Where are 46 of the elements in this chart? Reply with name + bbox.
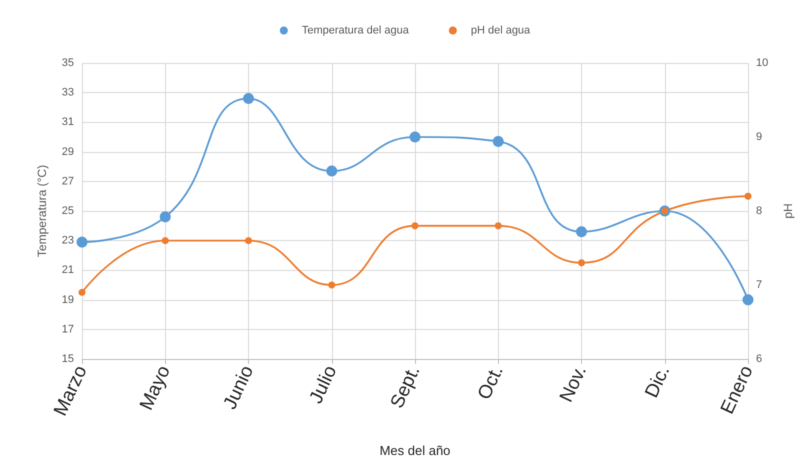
x-tick-label: Mayo — [136, 362, 175, 414]
y-tick-label: 27 — [62, 175, 74, 188]
point — [744, 192, 752, 200]
y-tick-label: 29 — [62, 146, 74, 158]
point — [742, 294, 754, 306]
y-tick-label: 35 — [62, 57, 74, 69]
point — [243, 93, 254, 104]
point — [412, 222, 418, 230]
x-tick-label: Dic. — [641, 362, 674, 402]
point — [494, 222, 502, 230]
y2-tick-label: 8 — [756, 205, 762, 217]
y-axis-title: Temperatura (°C) — [35, 164, 49, 258]
x-tick-label: Sept. — [386, 362, 425, 412]
point — [492, 136, 504, 147]
y-tick-label: 33 — [62, 86, 74, 99]
point — [328, 282, 336, 288]
legend-label: Temperatura del agua — [302, 24, 410, 36]
y-tick-label: 15 — [62, 353, 74, 365]
y2-axis-title: pH — [781, 203, 795, 219]
x-tick-label: Marzo — [50, 362, 92, 420]
x-tick-label: Enero — [717, 362, 758, 418]
y2-tick-label: 7 — [756, 279, 762, 291]
y-tick-label: 19 — [62, 294, 74, 306]
point — [410, 132, 420, 142]
y-tick-label: 23 — [62, 234, 74, 247]
x-tick-label: Julio — [306, 362, 342, 407]
point — [78, 288, 86, 296]
point — [326, 166, 338, 177]
point — [76, 236, 88, 248]
point — [162, 237, 169, 244]
legend-label: pH del agua — [470, 24, 532, 36]
point — [576, 226, 587, 238]
y-tick-label: 21 — [62, 264, 74, 276]
y-tick-label: 31 — [62, 116, 74, 128]
x-tick-label: Oct. — [474, 362, 508, 403]
x-tick-label: Junio — [220, 362, 258, 413]
y-tick-label: 25 — [62, 205, 74, 217]
y2-tick-label: 6 — [756, 353, 762, 365]
point — [160, 211, 171, 222]
point — [245, 237, 252, 244]
point — [578, 259, 585, 266]
x-axis-title: Mes del año — [380, 443, 450, 458]
x-tick-label: Nov. — [556, 362, 592, 406]
y2-tick-label: 9 — [756, 131, 762, 143]
y-tick-label: 17 — [62, 323, 74, 336]
y2-tick-label: 10 — [756, 57, 768, 69]
